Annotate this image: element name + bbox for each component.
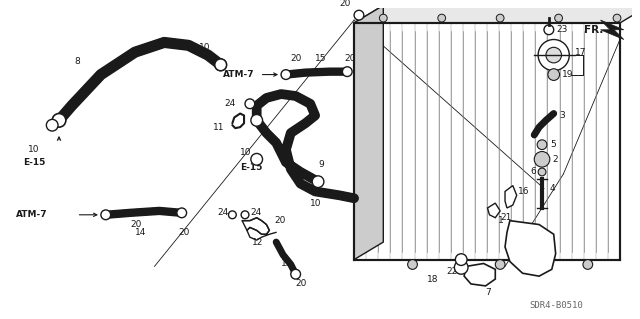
Circle shape (548, 69, 559, 80)
Circle shape (438, 14, 445, 22)
Text: 20: 20 (344, 55, 356, 63)
Text: 10: 10 (310, 199, 322, 208)
Circle shape (408, 260, 417, 269)
Text: 20: 20 (296, 279, 307, 288)
Text: 11: 11 (213, 123, 225, 132)
Text: ATM-7: ATM-7 (223, 70, 254, 79)
Text: 22: 22 (447, 267, 458, 276)
Circle shape (312, 176, 324, 188)
Circle shape (613, 14, 621, 22)
Text: 10: 10 (199, 43, 211, 52)
Text: 14: 14 (135, 228, 147, 237)
Text: 7: 7 (486, 288, 492, 297)
Circle shape (496, 14, 504, 22)
Circle shape (546, 47, 561, 63)
Text: 1: 1 (498, 216, 504, 225)
Text: ATM-7: ATM-7 (16, 210, 48, 219)
Text: 21: 21 (500, 213, 511, 222)
Circle shape (454, 261, 468, 274)
Text: 3: 3 (559, 111, 565, 120)
Text: 19: 19 (561, 70, 573, 79)
Text: SDR4-B0510: SDR4-B0510 (529, 301, 583, 310)
Polygon shape (505, 221, 556, 276)
Circle shape (101, 210, 111, 220)
Text: FR.: FR. (584, 25, 604, 35)
Circle shape (251, 153, 262, 165)
Polygon shape (242, 218, 269, 234)
Circle shape (291, 269, 301, 279)
Circle shape (228, 211, 236, 219)
Polygon shape (354, 5, 383, 260)
Text: 5: 5 (550, 140, 556, 149)
Circle shape (495, 260, 505, 269)
Text: 20: 20 (179, 228, 190, 237)
Circle shape (251, 115, 262, 126)
Circle shape (537, 140, 547, 150)
Text: E-15: E-15 (23, 158, 45, 167)
Circle shape (544, 25, 554, 35)
Circle shape (538, 168, 546, 176)
Text: 8: 8 (75, 57, 81, 66)
Circle shape (245, 99, 255, 109)
Circle shape (456, 254, 467, 265)
Circle shape (555, 14, 563, 22)
Circle shape (177, 208, 187, 218)
Text: 2: 2 (553, 155, 558, 164)
Text: 24: 24 (250, 208, 261, 217)
Circle shape (215, 59, 227, 71)
Circle shape (52, 114, 66, 127)
Polygon shape (354, 5, 640, 23)
Bar (354, 23, 620, 260)
Text: 15: 15 (315, 55, 326, 63)
Circle shape (380, 14, 387, 22)
Polygon shape (464, 263, 495, 286)
Polygon shape (600, 20, 624, 40)
Text: 20: 20 (130, 220, 141, 229)
Text: 16: 16 (518, 187, 529, 196)
Text: 10: 10 (28, 145, 39, 154)
Polygon shape (505, 186, 516, 208)
Text: 4: 4 (550, 184, 556, 193)
Circle shape (342, 67, 352, 77)
Text: 18: 18 (427, 275, 438, 284)
Circle shape (583, 260, 593, 269)
Text: 9: 9 (318, 160, 324, 169)
Circle shape (354, 10, 364, 20)
Text: 24: 24 (225, 99, 236, 108)
Circle shape (241, 211, 249, 219)
Circle shape (534, 152, 550, 167)
Text: 6: 6 (531, 167, 536, 176)
Circle shape (538, 40, 570, 71)
Text: 24: 24 (218, 208, 229, 217)
Text: 17: 17 (575, 48, 587, 57)
Circle shape (281, 70, 291, 79)
Text: 13: 13 (281, 259, 292, 268)
Text: 12: 12 (252, 238, 263, 247)
Circle shape (215, 59, 227, 71)
Text: 20: 20 (339, 0, 351, 8)
Text: 20: 20 (291, 55, 302, 63)
Text: 23: 23 (557, 25, 568, 34)
Polygon shape (488, 203, 500, 218)
Text: 20: 20 (274, 216, 285, 225)
Text: E-15: E-15 (240, 163, 262, 172)
Text: 10: 10 (240, 148, 252, 157)
Circle shape (46, 119, 58, 131)
